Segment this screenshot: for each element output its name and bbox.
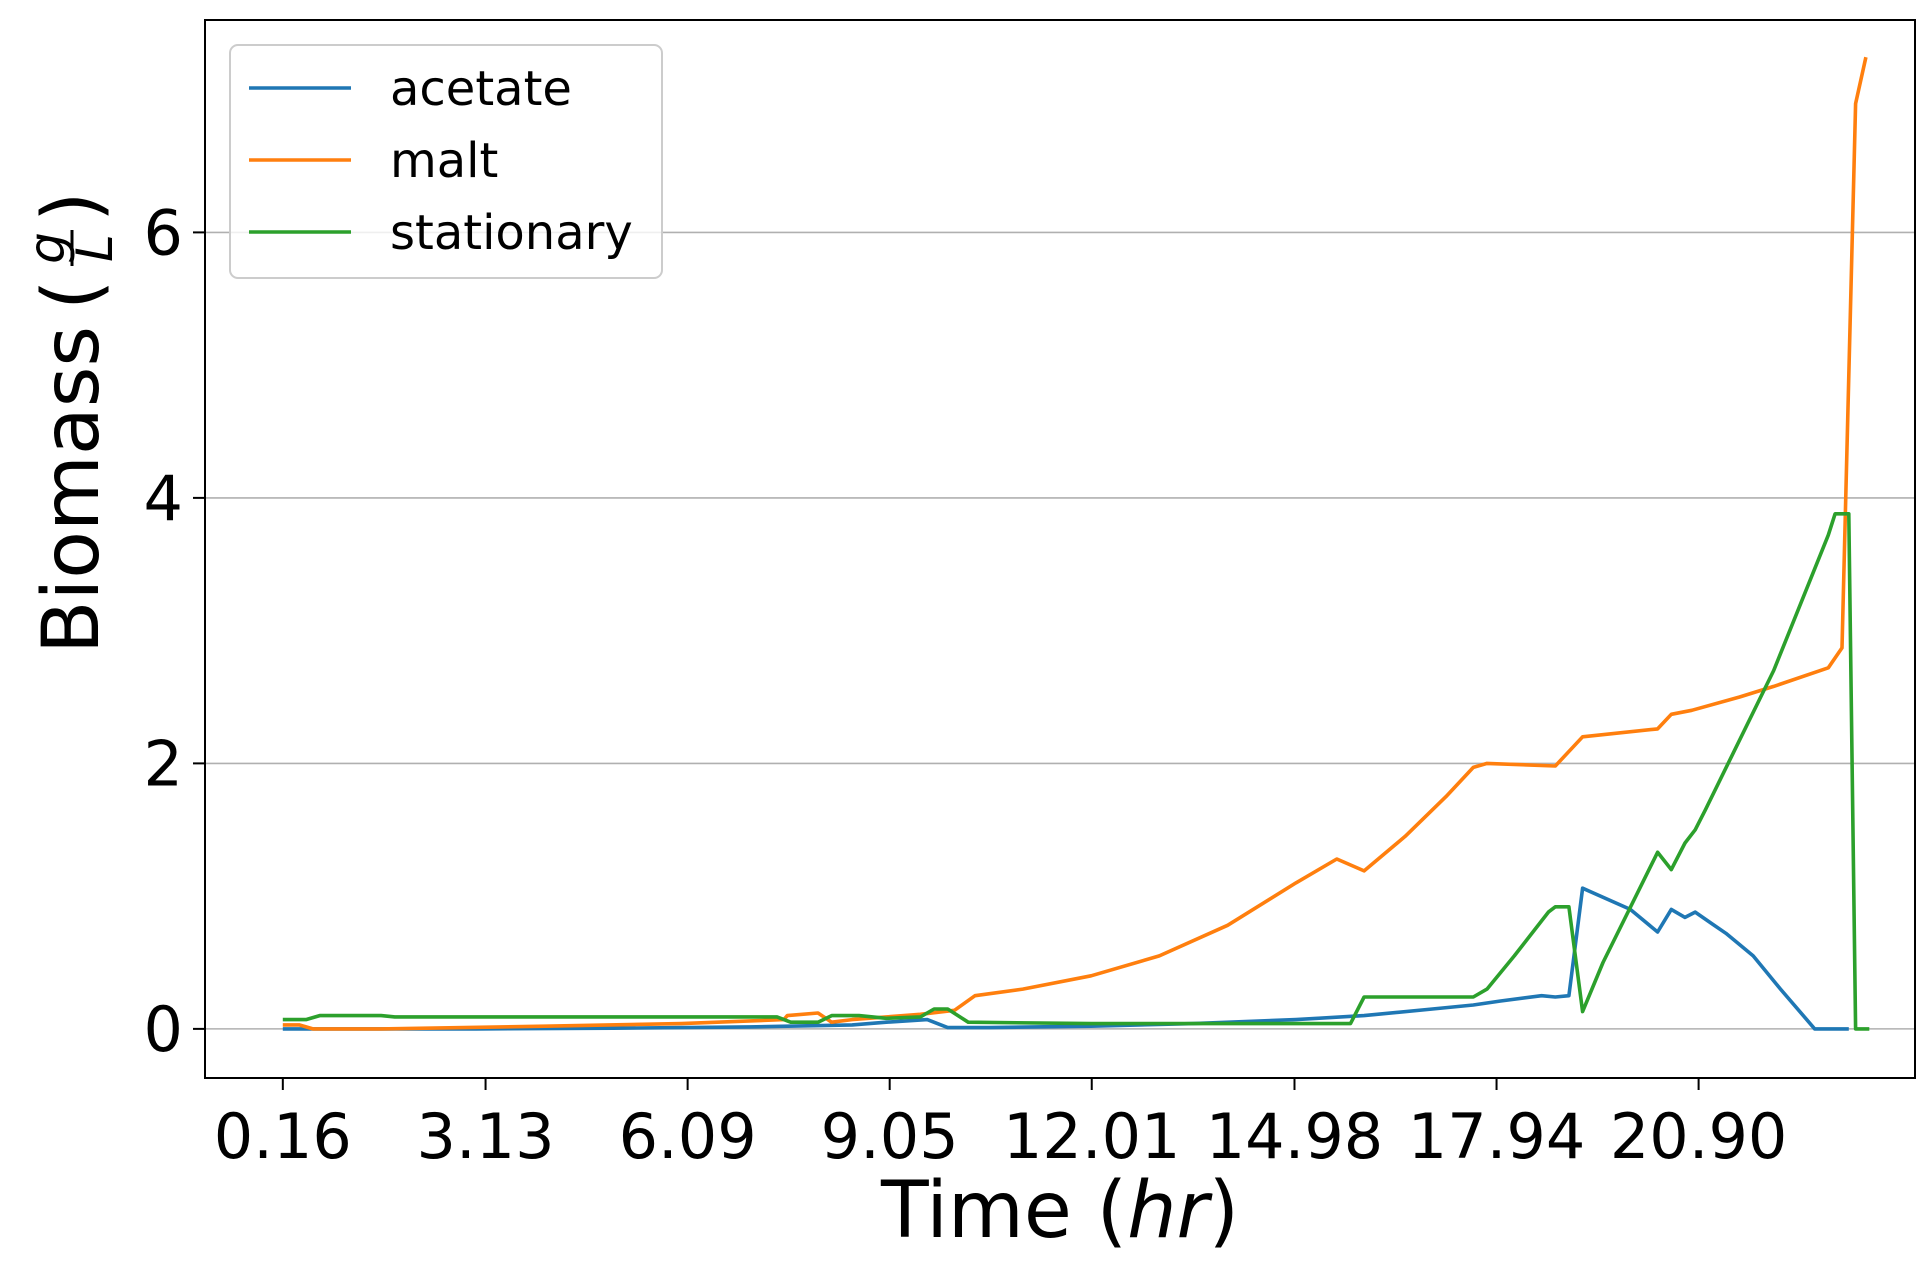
x-axis-title-unit-close: ) [1209, 1166, 1239, 1256]
legend-box [229, 44, 663, 279]
x-tick-label: 0.16 [214, 1100, 352, 1173]
y-tick-label: 0 [144, 993, 183, 1066]
plot-frame [204, 19, 1916, 1079]
legend-label-stationary: stationary [390, 205, 633, 261]
x-tick-label: 14.98 [1206, 1100, 1384, 1173]
x-axis-title-unit: hr [1127, 1166, 1213, 1256]
x-tick-label: 6.09 [619, 1100, 757, 1173]
x-tick-label: 20.90 [1610, 1100, 1788, 1173]
x-axis-title-unit-open: ( [1072, 1166, 1127, 1256]
series-line-acetate [282, 886, 1849, 1031]
y-tick-label: 4 [144, 462, 183, 535]
y-axis-unit-denominator: L [66, 234, 124, 262]
legend-label-acetate: acetate [390, 61, 572, 117]
y-axis-title-text: Biomass [27, 326, 117, 654]
x-tick-label: 17.94 [1408, 1100, 1586, 1173]
y-axis-title-paren-open: ( [27, 280, 117, 310]
x-tick-label: 9.05 [821, 1100, 959, 1173]
grid-lines [205, 231, 1915, 1030]
x-tick-label: 12.01 [1003, 1100, 1181, 1173]
axis-ticks: 0.16 3.13 6.09 9.05 12.01 14.98 17.94 20.90 0 2 4 6 [144, 196, 1788, 1173]
x-axis-title-text: Time [880, 1166, 1072, 1256]
y-tick-label: 2 [144, 727, 183, 800]
x-tick-label: 3.13 [417, 1100, 555, 1173]
x-axis-title: Time (hr) [880, 1166, 1239, 1256]
legend: acetate malt stationary [229, 44, 663, 279]
legend-items: acetate malt stationary [249, 61, 633, 261]
y-axis-title-paren-close: ) [27, 192, 117, 222]
y-axis-title: Biomass ( g L ) [18, 192, 124, 654]
legend-label-malt: malt [390, 133, 498, 189]
y-axis-unit-numerator: g [18, 232, 76, 264]
series-line-stationary [282, 511, 1870, 1031]
y-tick-label: 6 [144, 196, 183, 269]
plot-area [282, 56, 1870, 1031]
